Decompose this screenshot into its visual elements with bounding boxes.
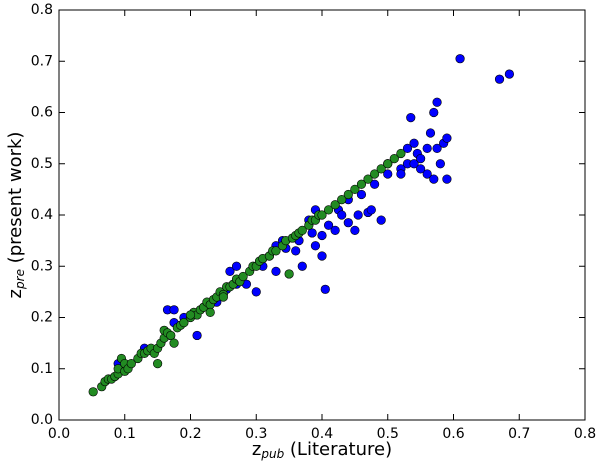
y-tick-label: 0.8 [31, 2, 53, 18]
y-label-rest: (present work) [5, 132, 26, 269]
point [343, 189, 353, 200]
y-tick-label: 0.7 [31, 53, 53, 69]
y-tick-label: 0.2 [31, 310, 53, 326]
point [442, 174, 452, 184]
x-tick-label: 0.5 [377, 426, 399, 442]
x-tick-label: 0.0 [48, 426, 70, 442]
point [192, 330, 202, 341]
point [409, 159, 419, 169]
point [376, 215, 386, 225]
point [376, 164, 386, 174]
point [231, 261, 242, 271]
y-label-main: z [5, 289, 26, 298]
point [323, 205, 334, 215]
x-tick-label: 0.2 [179, 426, 201, 442]
point [291, 246, 301, 256]
point [343, 218, 353, 228]
y-axis-label: zpre (present work) [5, 132, 27, 299]
point [169, 338, 179, 348]
point [363, 174, 373, 184]
point [330, 225, 340, 235]
point [317, 230, 327, 241]
x-axis-label: zpub (Literature) [252, 439, 392, 461]
point [396, 169, 406, 179]
x-label-main: z [252, 439, 261, 460]
point [330, 200, 340, 210]
point [389, 154, 399, 164]
point [185, 310, 196, 320]
point [350, 225, 360, 235]
point [205, 307, 215, 317]
x-tick-label: 0.6 [442, 426, 464, 442]
point [323, 220, 334, 230]
point [416, 154, 426, 164]
point [494, 74, 505, 84]
point [126, 359, 136, 369]
point [284, 269, 294, 279]
x-tick-label: 0.1 [114, 426, 136, 442]
y-tick-label: 0.4 [31, 207, 53, 223]
point [297, 261, 307, 271]
x-tick-label: 0.8 [574, 426, 596, 442]
point [366, 205, 376, 215]
point [153, 359, 163, 369]
point [271, 266, 281, 276]
y-tick-label: 0.3 [31, 258, 53, 274]
point [350, 184, 360, 194]
point [416, 164, 426, 174]
point [169, 305, 179, 315]
point [383, 169, 393, 179]
point [429, 174, 439, 184]
point [504, 69, 514, 79]
x-label-rest: (Literature) [284, 439, 392, 460]
x-tick-label: 0.7 [508, 426, 530, 442]
y-tick-label: 0.5 [31, 156, 53, 172]
point [425, 128, 436, 138]
x-tick-label: 0.4 [311, 426, 333, 442]
point [422, 143, 432, 153]
point [88, 387, 98, 397]
point [251, 287, 261, 297]
point [317, 251, 327, 261]
point [356, 189, 367, 200]
x-label-sub: pub [260, 447, 284, 461]
point [432, 143, 442, 153]
point [179, 318, 189, 328]
point [442, 133, 452, 143]
point [429, 107, 439, 118]
point [409, 138, 419, 148]
point [402, 143, 413, 153]
y-tick-label: 0.0 [31, 412, 53, 428]
point [356, 179, 367, 189]
point [370, 179, 380, 189]
point [317, 210, 327, 220]
y-tick-label: 0.6 [31, 105, 53, 121]
point [320, 284, 330, 294]
point [218, 292, 228, 302]
point [271, 246, 281, 256]
point [422, 169, 432, 179]
x-tick-label: 0.3 [245, 426, 267, 442]
point [435, 159, 445, 169]
point [238, 271, 248, 282]
point [297, 225, 307, 235]
y-tick-label: 0.1 [31, 361, 53, 377]
point [337, 210, 347, 220]
y-label-sub: pre [13, 269, 27, 290]
point [225, 266, 235, 276]
point [310, 241, 321, 251]
point [396, 148, 406, 159]
point [432, 97, 442, 107]
point [337, 195, 347, 205]
point [353, 210, 363, 220]
point [307, 228, 317, 238]
point [455, 54, 465, 64]
point [370, 169, 380, 179]
point [406, 113, 416, 123]
point [166, 330, 176, 341]
point [383, 159, 393, 169]
